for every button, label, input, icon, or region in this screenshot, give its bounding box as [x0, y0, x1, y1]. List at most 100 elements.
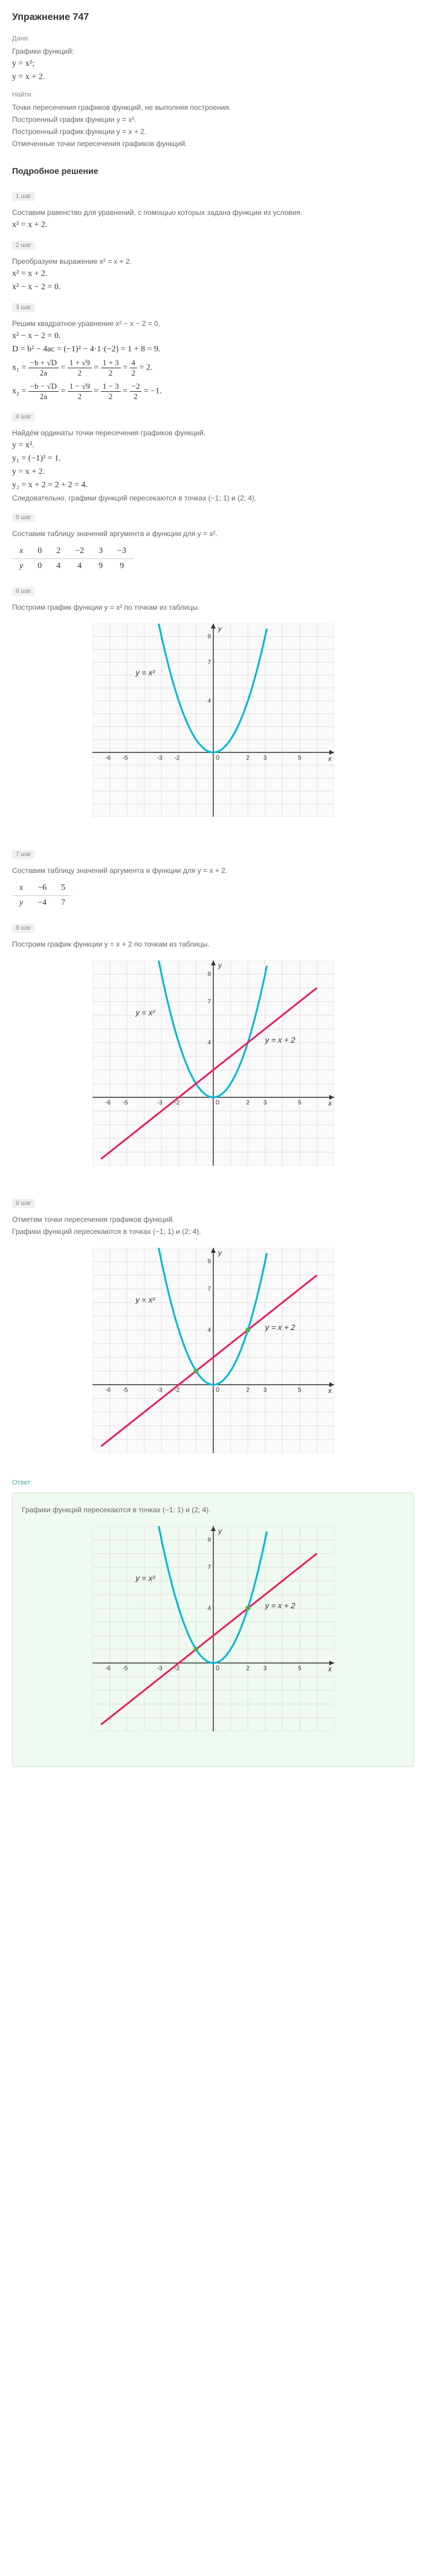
svg-text:-5: -5 [122, 1387, 127, 1394]
svg-text:2: 2 [246, 1387, 250, 1394]
step3-eq1: x² − x − 2 = 0. [12, 331, 414, 341]
table-2: x−65 y−47 [12, 881, 73, 910]
chart-3: xy0-6-5-3-2235479y = x²y = x + 2 [92, 1248, 334, 1453]
step-badge-6: 6 шаг [12, 587, 35, 596]
table-1: x02−23−3 y04499 [12, 544, 134, 574]
svg-text:-3: -3 [157, 755, 162, 761]
svg-text:y = x²: y = x² [135, 1296, 155, 1305]
step4-eq1: y = x². [12, 441, 414, 450]
find-4: Отмеченные точки пересечения графиков фу… [12, 139, 414, 148]
svg-text:3: 3 [263, 1100, 266, 1107]
step-badge-7: 7 шаг [12, 850, 35, 859]
svg-text:y = x²: y = x² [135, 1574, 155, 1583]
svg-text:-5: -5 [122, 755, 127, 761]
svg-text:5: 5 [298, 1666, 302, 1672]
frac-6: 1 − √92 [68, 382, 92, 401]
svg-text:4: 4 [207, 1040, 211, 1046]
answer-box: Графики функций пересекаются в точках (−… [12, 1492, 414, 1767]
answer-label: Ответ: [12, 1479, 414, 1486]
svg-text:y = x + 2: y = x + 2 [264, 1323, 295, 1332]
svg-text:y: y [218, 624, 222, 633]
step3-eq2: D = b² − 4ac = (−1)² − 4·1·(−2) = 1 + 8 … [12, 345, 414, 354]
table-row: x02−23−3 [12, 544, 134, 559]
svg-text:x: x [328, 1387, 332, 1395]
find-3: Построенный график функции y = x + 2. [12, 127, 414, 136]
given-desc: Графики функций: [12, 47, 414, 56]
frac-7: 1 − 32 [101, 382, 121, 401]
step4-eq2: y₁ = (−1)² = 1. [12, 454, 414, 464]
svg-text:0: 0 [216, 1387, 219, 1394]
chart-1: xy0-6-5-3-2235479y = x² [92, 624, 334, 817]
svg-text:y = x + 2: y = x + 2 [264, 1035, 295, 1044]
eq-2: y = x + 2. [12, 72, 414, 82]
table-row: x−65 [12, 881, 73, 896]
find-label: Найти: [12, 91, 414, 98]
step4-eq4: y₂ = x + 2 = 2 + 2 = 4. [12, 481, 414, 490]
step4-eq3: y = x + 2. [12, 467, 414, 477]
step-badge-8: 8 шаг [12, 924, 35, 933]
svg-text:2: 2 [246, 755, 250, 761]
svg-text:3: 3 [263, 1387, 266, 1394]
svg-text:2: 2 [246, 1666, 250, 1672]
step4-desc: Найдём ординаты точки пересечения график… [12, 429, 414, 437]
given-label: Дано: [12, 35, 414, 42]
step2-eq2: x² − x − 2 = 0. [12, 283, 414, 292]
svg-text:4: 4 [207, 698, 211, 705]
svg-text:-5: -5 [122, 1100, 127, 1107]
step8-desc: Построим график функции y = x + 2 по точ… [12, 940, 414, 948]
step-badge-4: 4 шаг [12, 412, 35, 421]
svg-text:-6: -6 [105, 1666, 111, 1672]
table-row: y04499 [12, 559, 134, 574]
svg-text:y = x²: y = x² [135, 1008, 155, 1017]
svg-text:3: 3 [263, 1666, 266, 1672]
svg-text:x: x [328, 1665, 332, 1673]
table-row: y−47 [12, 896, 73, 911]
step3-desc: Решим квадратное уравнение x² − x − 2 = … [12, 319, 414, 328]
eq-1: y = x²; [12, 59, 414, 69]
svg-text:7: 7 [207, 659, 211, 666]
find-2: Построенный график функции y = x². [12, 115, 414, 124]
step5-desc: Составим таблицу значений аргумента и фу… [12, 529, 414, 538]
svg-text:-3: -3 [157, 1666, 162, 1672]
chart-2-wrap: xy0-6-5-3-2235479y = x²y = x + 2 [12, 960, 414, 1168]
svg-text:-6: -6 [105, 755, 111, 761]
chart-1-wrap: xy0-6-5-3-2235479y = x² [12, 624, 414, 819]
svg-text:7: 7 [207, 1286, 211, 1293]
frac-5: −b − √D2a [28, 382, 59, 401]
svg-text:2: 2 [246, 1100, 250, 1107]
frac-2: 1 + √92 [68, 358, 92, 378]
x1-lhs: x₁ = [12, 363, 28, 372]
step-badge-2: 2 шаг [12, 241, 35, 250]
svg-text:-5: -5 [122, 1666, 127, 1672]
svg-text:-2: -2 [174, 755, 179, 761]
svg-text:y: y [218, 961, 222, 970]
chart-3-wrap: xy0-6-5-3-2235479y = x²y = x + 2 [12, 1248, 414, 1455]
svg-text:y: y [218, 1527, 222, 1535]
chart-4-wrap: xy0-6-5-3-2235479y = x²y = x + 2 [22, 1526, 404, 1733]
svg-text:7: 7 [207, 999, 211, 1005]
step-badge-1: 1 шаг [12, 192, 35, 201]
svg-text:7: 7 [207, 1564, 211, 1571]
step2-desc: Преобразуем выражение x² = x + 2. [12, 257, 414, 266]
svg-text:y: y [218, 1248, 222, 1257]
svg-text:-3: -3 [157, 1100, 162, 1107]
svg-text:0: 0 [216, 1665, 219, 1672]
x2-lhs: x₂ = [12, 387, 28, 396]
svg-text:x: x [328, 754, 332, 762]
svg-text:9: 9 [207, 1259, 211, 1265]
step4-concl: Следовательно, графики функций пересекаю… [12, 494, 414, 502]
step7-desc: Составим таблицу значений аргумента и фу… [12, 866, 414, 875]
frac-1: −b + √D2a [28, 358, 59, 378]
svg-text:y = x²: y = x² [135, 668, 155, 677]
svg-text:-6: -6 [105, 1100, 111, 1107]
step1-eq: x² = x + 2. [12, 220, 414, 230]
step9-desc: Отметим точки пересечения графиков функц… [12, 1215, 414, 1224]
svg-text:4: 4 [207, 1327, 211, 1334]
svg-text:0: 0 [216, 754, 219, 761]
page-title: Упражнение 747 [12, 12, 414, 23]
step-badge-5: 5 шаг [12, 513, 35, 522]
svg-text:y = x + 2: y = x + 2 [264, 1601, 295, 1610]
step1-desc: Составим равенство для уравнений, с помо… [12, 208, 414, 217]
chart-2: xy0-6-5-3-2235479y = x²y = x + 2 [92, 960, 334, 1166]
solution-header: Подробное решение [12, 166, 414, 176]
